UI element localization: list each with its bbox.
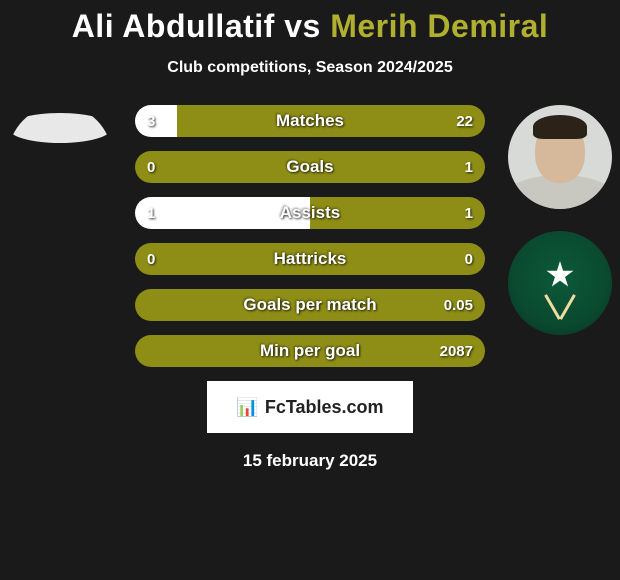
comparison-chart: Matches322 Goals01 Assists11 Hattricks00 Goa… [0,105,620,367]
date-label: 15 february 2025 [0,451,620,471]
player2-name: Merih Demiral [330,8,548,44]
fctables-badge: 📊 FcTables.com [207,381,413,433]
stat-bars: Matches322 Goals01 Assists11 Hattricks00 Goa… [135,105,485,367]
stat-row: Hattricks00 [135,243,485,275]
stat-row: Goals per match0.05 [135,289,485,321]
player1-avatars [8,105,112,313]
fctables-label: FcTables.com [265,397,384,418]
player1-name: Ali Abdullatif [72,8,275,44]
player2-club-logo [508,231,612,335]
player1-photo [8,105,112,209]
vs-label: vs [284,8,321,44]
player2-photo [508,105,612,209]
subtitle: Club competitions, Season 2024/2025 [0,59,620,77]
page-title: Ali Abdullatif vs Merih Demiral [0,0,620,45]
stat-row: Matches322 [135,105,485,137]
player1-club-logo [8,209,112,313]
stat-row: Assists11 [135,197,485,229]
fctables-logo-icon: 📊 [236,397,258,418]
player2-avatars [508,105,612,335]
stat-row: Min per goal2087 [135,335,485,367]
stat-row: Goals01 [135,151,485,183]
